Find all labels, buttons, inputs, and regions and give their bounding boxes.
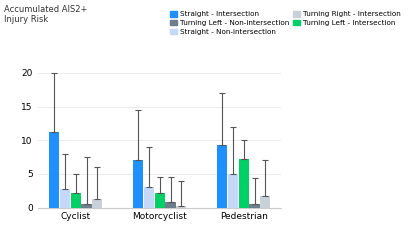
Bar bbox=[60, 189, 70, 208]
Bar bbox=[239, 159, 249, 208]
Legend: Straight - Intersection, Turning Left - Non-intersection, Straight - Non-interse: Straight - Intersection, Turning Left - … bbox=[168, 8, 403, 38]
Bar bbox=[133, 160, 143, 208]
Bar bbox=[144, 187, 154, 208]
Bar bbox=[249, 204, 260, 208]
Bar bbox=[92, 199, 102, 208]
Bar bbox=[165, 202, 176, 208]
Bar bbox=[71, 193, 81, 208]
Bar bbox=[49, 132, 59, 208]
Bar bbox=[176, 206, 186, 208]
Bar bbox=[81, 204, 92, 208]
Bar bbox=[228, 174, 238, 208]
Bar bbox=[217, 145, 227, 208]
Bar bbox=[260, 196, 270, 208]
Bar bbox=[155, 193, 165, 208]
Text: Accumulated AIS2+
Injury Risk: Accumulated AIS2+ Injury Risk bbox=[4, 5, 88, 24]
